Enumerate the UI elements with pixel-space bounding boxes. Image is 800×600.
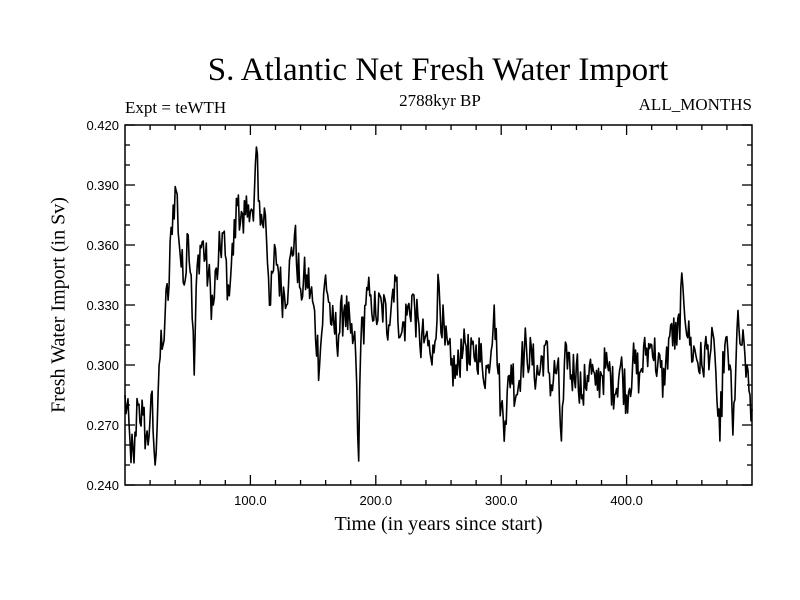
y-tick-label: 0.420 [86, 118, 119, 133]
y-tick-label: 0.240 [86, 478, 119, 493]
y-tick-label: 0.270 [86, 418, 119, 433]
y-tick-label: 0.300 [86, 358, 119, 373]
axis-ticks [125, 124, 752, 486]
x-tick-label: 100.0 [234, 493, 267, 508]
chart-subtitle: 2788kyr BP [399, 91, 481, 110]
months-label: ALL_MONTHS [638, 95, 752, 114]
y-tick-label: 0.330 [86, 298, 119, 313]
series-line [124, 146, 753, 466]
x-tick-label: 300.0 [485, 493, 518, 508]
chart-title: S. Atlantic Net Fresh Water Import [207, 52, 669, 88]
plot-frame [124, 124, 753, 486]
experiment-label: Expt = teWTH [125, 98, 227, 117]
y-tick-label: 0.390 [86, 178, 119, 193]
x-tick-label: 200.0 [360, 493, 393, 508]
x-axis-label: Time (in years since start) [334, 513, 543, 535]
x-tick-label: 400.0 [610, 493, 643, 508]
tick-labels: 100.0 200.0 300.0 400.0 0.240 0.270 0.300 0.330… [86, 118, 642, 508]
y-tick-label: 0.360 [86, 238, 119, 253]
